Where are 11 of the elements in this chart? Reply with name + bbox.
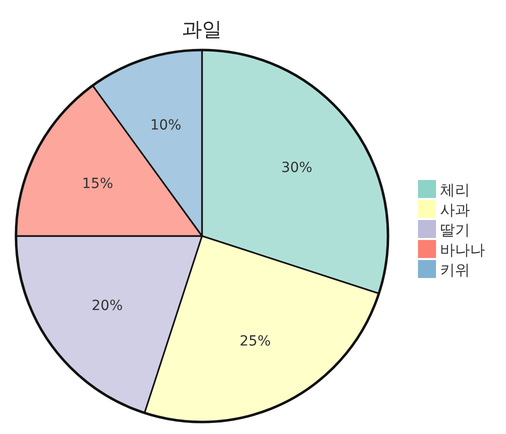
legend-label: 사과: [440, 201, 470, 219]
legend-label: 딸기: [440, 221, 470, 239]
data-label: 20%: [92, 298, 123, 314]
legend-label: 체리: [440, 181, 470, 199]
data-label: 15%: [82, 176, 114, 192]
data-label: 30%: [281, 160, 312, 176]
data-label: 10%: [150, 118, 182, 134]
legend-label: 키위: [440, 261, 470, 279]
data-label: 25%: [240, 333, 271, 350]
legend-label: 바나나: [440, 241, 485, 259]
chart-title: 과일: [182, 17, 222, 41]
